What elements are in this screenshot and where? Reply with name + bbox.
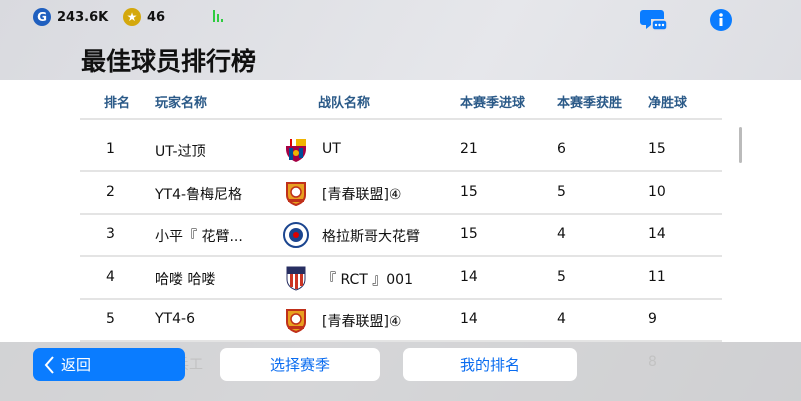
chat-icon[interactable] [640, 8, 668, 36]
header-divider [80, 118, 722, 120]
rank: 1 [106, 141, 115, 157]
scrollbar[interactable] [739, 127, 742, 163]
goals: 21 [460, 141, 478, 157]
col-player: 玩家名称 [155, 96, 208, 111]
net-goals: 15 [648, 141, 666, 157]
gp-icon: G [33, 8, 51, 26]
net-goals: 9 [648, 311, 657, 327]
wins: 5 [557, 183, 566, 200]
player-name: 小平『 花臂... [155, 229, 243, 245]
rank: 5 [106, 311, 115, 327]
goals: 14 [460, 311, 478, 327]
team-logo-icon [283, 307, 309, 334]
table-row[interactable]: 2 YT4-鲁梅尼格 [青春联盟]④ 15 5 10 [0, 172, 801, 214]
select-season-button[interactable]: 选择赛季 [220, 348, 380, 381]
goals: 15 [460, 183, 478, 200]
gp-value: 243.6K [57, 9, 109, 25]
team-logo-icon [283, 137, 309, 163]
chevron-left-icon [44, 355, 54, 374]
wins: 4 [557, 226, 566, 242]
table-row[interactable]: 3 小平『 花臂... 格拉斯哥大花臂 15 4 14 [0, 214, 801, 256]
coin-currency: ★ 46 [123, 8, 165, 26]
my-rank-button[interactable]: 我的排名 [403, 348, 577, 381]
table-row[interactable]: 5 YT4-6 [青春联盟]④ 14 4 9 [0, 299, 801, 341]
team-name: 『 RCT 』001 [322, 271, 413, 288]
team-logo-icon [283, 180, 309, 206]
info-icon[interactable] [709, 8, 733, 36]
player-name: UT-过顶 [155, 144, 206, 160]
team-name: 格拉斯哥大花臂 [322, 229, 420, 245]
wins: 6 [557, 141, 566, 157]
player-name: YT4-6 [155, 311, 195, 327]
star-icon: ★ [123, 8, 141, 26]
net-goals: 10 [648, 183, 666, 200]
wins: 5 [557, 268, 566, 285]
row-divider [80, 255, 722, 257]
net-goals: 11 [648, 268, 666, 285]
player-name: YT4-鲁梅尼格 [155, 186, 243, 203]
col-rank: 排名 [104, 96, 131, 111]
back-label: 返回 [61, 356, 92, 374]
col-net: 净胜球 [648, 96, 688, 111]
back-button[interactable]: 返回 [33, 348, 185, 381]
wins: 4 [557, 311, 566, 327]
row-divider [80, 170, 722, 172]
coin-value: 46 [147, 9, 166, 25]
team-logo-icon [283, 265, 309, 291]
team-name: UT [322, 141, 341, 157]
col-goals: 本赛季进球 [460, 96, 526, 111]
top-bar: G 243.6K ★ 46 最佳球员排行榜 [0, 0, 801, 80]
team-logo-icon [283, 222, 309, 248]
net-goals: 14 [648, 226, 666, 242]
rank: 3 [106, 226, 115, 242]
signal-icon [213, 10, 223, 22]
gp-currency: G 243.6K [33, 8, 108, 26]
player-name: 哈喽 哈喽 [155, 271, 216, 288]
row-divider [80, 340, 722, 342]
team-name: [青春联盟]④ [322, 314, 402, 330]
rank: 4 [106, 268, 115, 285]
col-team: 战队名称 [318, 96, 371, 111]
table-row[interactable]: 1 UT-过顶 UT 21 6 15 [0, 129, 801, 171]
goals: 15 [460, 226, 478, 242]
col-wins: 本赛季获胜 [557, 96, 623, 111]
goals: 14 [460, 268, 478, 285]
table-row[interactable]: 4 哈喽 哈喽 『 RCT 』001 14 5 11 [0, 257, 801, 299]
team-name: [青春联盟]④ [322, 186, 402, 203]
row-divider [80, 212, 722, 215]
page-title: 最佳球员排行榜 [81, 47, 257, 76]
row-divider [80, 297, 722, 300]
rank: 2 [106, 183, 115, 200]
